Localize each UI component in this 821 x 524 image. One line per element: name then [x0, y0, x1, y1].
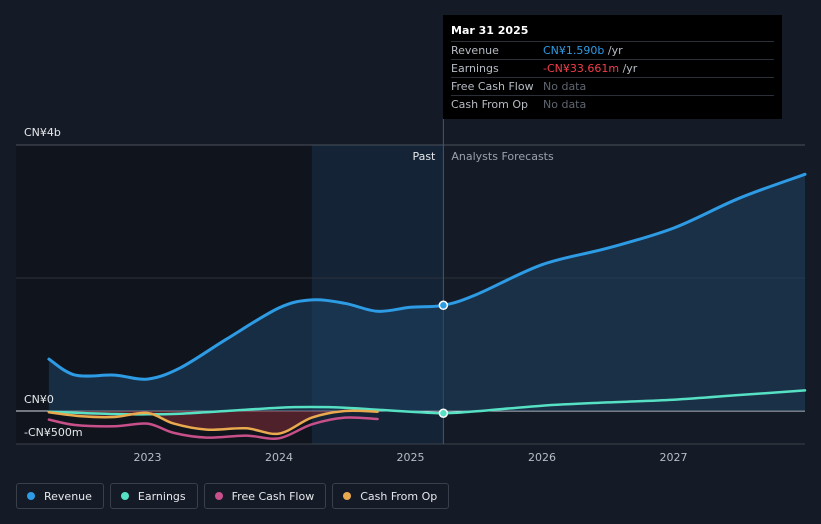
tooltip-unit: /yr — [619, 62, 638, 75]
free-cash-flow-line — [47, 416, 379, 440]
legend-item-revenue[interactable]: Revenue — [16, 483, 104, 509]
past-label: Past — [412, 150, 436, 163]
tooltip-date: Mar 31 2025 — [451, 24, 529, 37]
revenue-marker — [438, 300, 449, 311]
earnings-marker — [438, 408, 449, 419]
legend-dot-icon — [343, 492, 352, 500]
tooltip-value: -CN¥33.661m — [543, 62, 620, 75]
revenue-area — [48, 174, 805, 411]
forecast-label: Analysts Forecasts — [451, 150, 554, 163]
legend-label: Earnings — [137, 489, 186, 503]
x-tick-label: 2023 — [134, 451, 162, 464]
legend-item-earnings[interactable]: Earnings — [109, 483, 198, 509]
tooltip-row-cash-from-op: Cash From Op No data — [451, 95, 774, 113]
tooltip-row-earnings: Earnings -CN¥33.661m /yr — [451, 59, 774, 77]
tooltip-row-revenue: Revenue CN¥1.590b /yr — [451, 41, 774, 59]
legend-label: Revenue — [44, 489, 92, 503]
legend-item-cash-from-op[interactable]: Cash From Op — [332, 483, 450, 509]
y-axis-label: CN¥4b — [24, 126, 61, 139]
cash-from-op-area — [48, 410, 378, 434]
y-axis-label: -CN¥500m — [24, 426, 83, 439]
tooltip-unit: /yr — [604, 44, 623, 57]
tooltip-value: No data — [543, 98, 587, 111]
tooltip-label: Revenue — [451, 44, 499, 57]
tooltip-label: Cash From Op — [451, 98, 529, 111]
x-tick-label: 2025 — [397, 451, 425, 464]
x-tick-label: 2024 — [265, 451, 293, 464]
legend-dot-icon — [27, 492, 35, 500]
tooltip-row-free-cash-flow: Free Cash Flow No data — [451, 77, 774, 95]
legend-label: Cash From Op — [360, 489, 438, 503]
y-axis-label: CN¥0 — [24, 393, 54, 406]
legend: Revenue Earnings Free Cash Flow Cash Fro… — [16, 483, 450, 509]
tooltip-label: Earnings — [451, 62, 499, 75]
legend-label: Free Cash Flow — [231, 489, 315, 503]
tooltip: Mar 31 2025 Revenue CN¥1.590b /yr Earnin… — [443, 15, 782, 119]
tooltip-value: No data — [543, 80, 587, 93]
revenue-line — [47, 172, 807, 381]
legend-item-free-cash-flow[interactable]: Free Cash Flow — [203, 483, 327, 509]
tooltip-label: Free Cash Flow — [451, 80, 534, 93]
legend-dot-icon — [214, 492, 223, 500]
tooltip-value: CN¥1.590b — [543, 44, 605, 57]
x-tick-label: 2027 — [660, 451, 688, 464]
x-tick-label: 2026 — [528, 451, 556, 464]
legend-dot-icon — [120, 492, 129, 500]
earnings-line — [47, 389, 807, 416]
cash-from-op-line — [47, 409, 379, 436]
